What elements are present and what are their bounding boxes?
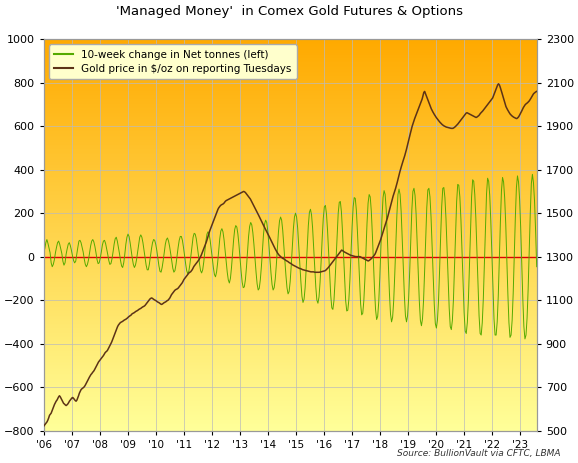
Legend: 10-week change in Net tonnes (left), Gold price in $/oz on reporting Tuesdays: 10-week change in Net tonnes (left), Gol… xyxy=(49,44,297,79)
Text: Source: BullionVault via CFTC, LBMA: Source: BullionVault via CFTC, LBMA xyxy=(397,450,561,458)
Text: 'Managed Money'  in Comex Gold Futures & Options: 'Managed Money' in Comex Gold Futures & … xyxy=(116,5,462,18)
